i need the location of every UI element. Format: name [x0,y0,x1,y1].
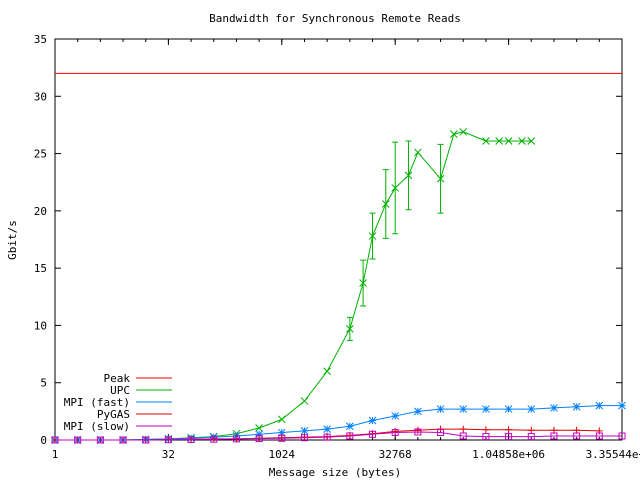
data-point [368,416,377,425]
data-point [595,401,604,410]
legend-label: UPC [110,384,130,397]
data-point [449,130,458,138]
data-point [527,137,536,145]
x-tick-label: 32768 [379,448,412,461]
data-point [595,432,603,440]
x-axis-label: Message size (bytes) [269,466,401,479]
data-point [300,434,308,442]
data-point [414,426,422,434]
x-tick-label: 1 [52,448,59,461]
y-tick-label: 30 [34,90,47,103]
data-point [119,436,127,444]
data-point [504,405,513,413]
x-tick-label: 1.04858e+06 [472,448,545,461]
y-tick-label: 0 [40,434,47,447]
data-point [391,429,399,437]
legend-label: PyGAS [97,408,130,421]
data-point [436,405,445,413]
data-point [323,367,332,376]
y-tick-label: 15 [34,262,47,275]
legend-label: Peak [104,372,131,385]
data-point [277,428,286,437]
data-point [527,405,536,413]
data-point [572,402,581,411]
data-point [459,425,467,433]
data-point [323,433,331,441]
y-tick-label: 5 [40,377,47,390]
data-point [74,436,82,444]
data-point [527,433,535,441]
y-axis-label: Gbit/s [6,220,19,260]
y-tick-label: 20 [34,205,47,218]
data-point [359,279,367,287]
data-point [255,430,263,439]
data-point [346,432,354,440]
data-point [459,432,467,440]
data-point [505,433,513,441]
series-line-mpi-slow [55,431,622,441]
data-point [369,430,377,438]
data-point [345,325,354,333]
data-point [368,232,377,240]
data-point [300,426,309,435]
data-point [550,404,558,412]
data-point [255,435,263,443]
data-point [404,171,413,180]
data-point [277,415,286,424]
data-point [300,397,309,405]
data-point [436,174,445,183]
data-point [255,424,263,432]
data-point [391,412,400,420]
data-point [345,422,354,431]
legend-label: MPI (fast) [64,396,130,409]
plot-frame [54,38,623,441]
data-point [164,436,172,444]
data-point [618,432,626,440]
x-tick-label: 32 [162,448,175,461]
x-tick-label: 1024 [269,448,296,461]
data-point [437,429,445,437]
data-point [51,436,59,444]
data-point [391,427,399,435]
data-point [504,137,513,145]
data-point [505,426,513,434]
data-point [278,434,286,442]
legend-label: MPI (slow) [64,420,130,433]
data-point [495,137,504,145]
y-tick-label: 25 [34,148,47,161]
y-tick-label: 10 [34,319,47,332]
data-point [323,425,332,433]
x-tick-label: 3.35544e+07 [586,448,640,461]
data-point [618,401,626,410]
data-point [381,200,390,208]
data-point [187,435,195,443]
data-point [210,435,218,443]
data-point [414,407,422,416]
data-point [482,426,490,434]
data-point [527,426,535,434]
data-point [482,137,490,145]
series-line-mpi-fast [55,405,622,441]
data-point [391,184,400,192]
data-point [96,436,104,444]
data-point [550,432,558,440]
chart-title: Bandwidth for Synchronous Remote Reads [209,12,461,25]
data-point [459,405,468,413]
data-point [482,405,490,413]
data-point [232,435,240,443]
data-point [482,433,490,441]
plot-layer: 0 5 10 15 20 25 30 35 1 32 1024 32768 1.04858e+06 3.3… [34,33,640,461]
data-point [142,436,150,444]
data-point [459,127,468,136]
data-point [414,148,422,157]
data-point [414,428,422,436]
data-point [573,432,581,440]
data-point [518,137,526,145]
y-tick-label: 35 [34,33,47,46]
